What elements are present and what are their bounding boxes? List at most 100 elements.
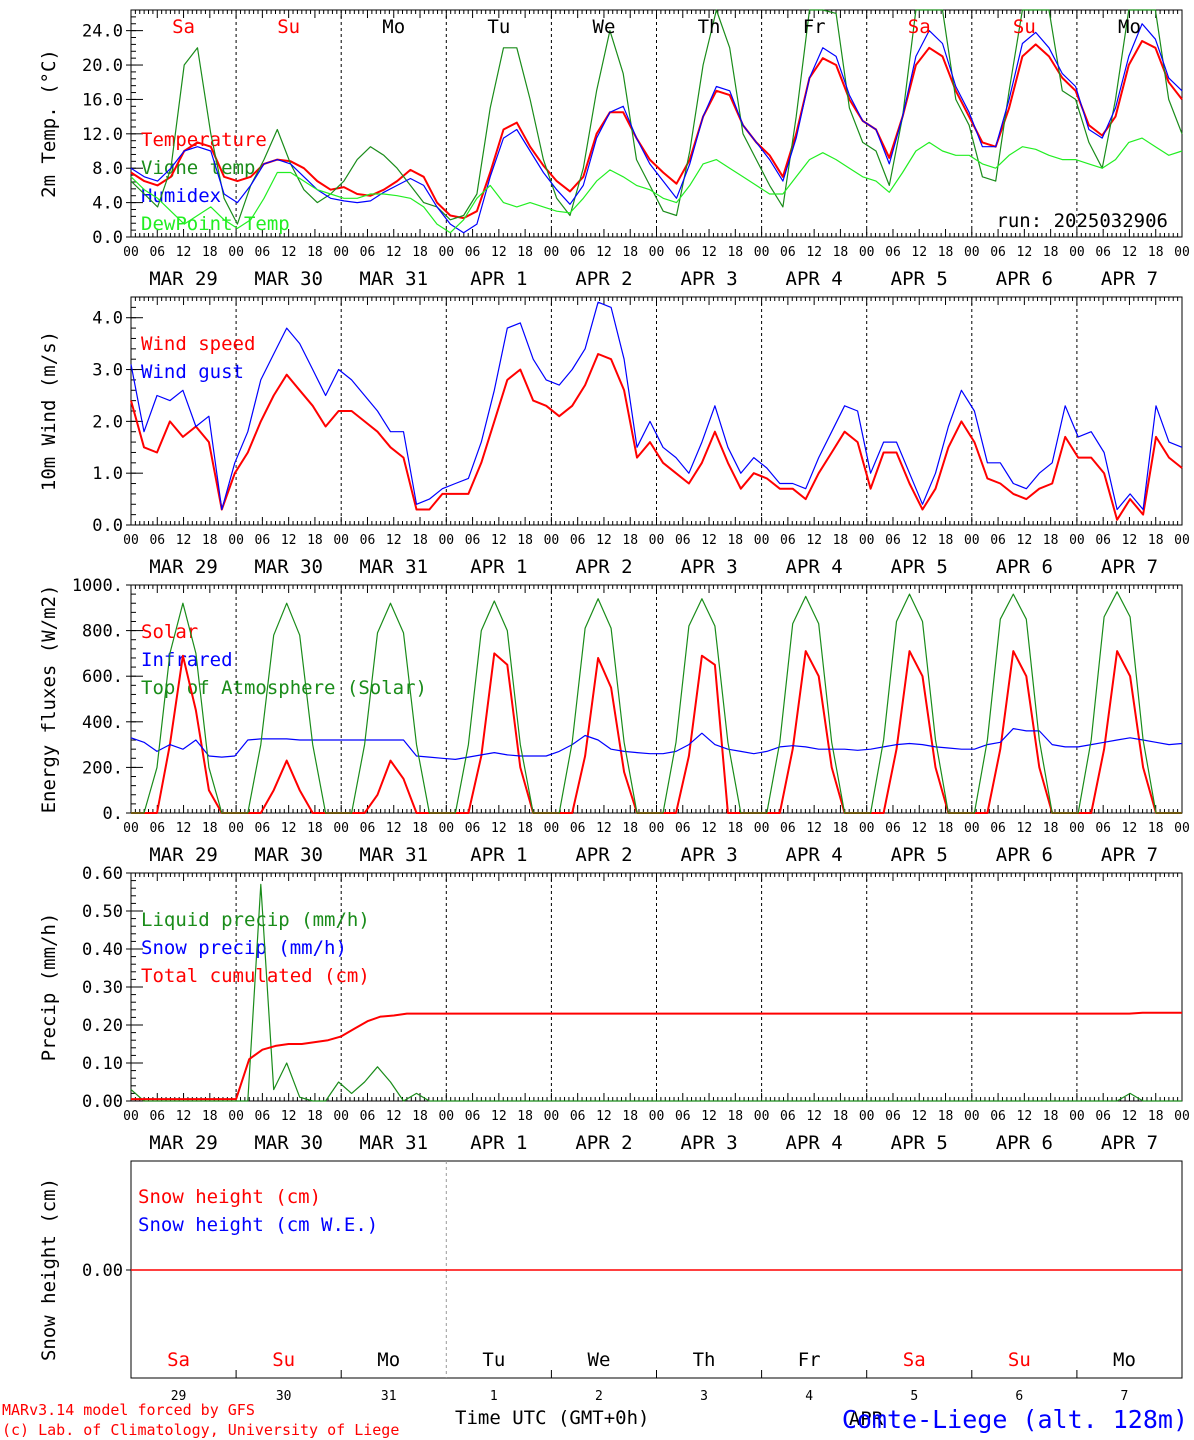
x-date-label: APR 4 — [786, 1132, 843, 1154]
y-tick-label: 0.00 — [82, 1092, 123, 1112]
day-number-label: 31 — [381, 1389, 397, 1404]
x-hour-label: 00 — [1069, 245, 1085, 260]
x-hour-label: 12 — [491, 245, 507, 260]
x-date-label: APR 2 — [575, 844, 632, 866]
x-axis-title: Time UTC (GMT+0h) — [455, 1407, 649, 1429]
x-hour-label: 00 — [123, 245, 139, 260]
x-hour-label: 00 — [859, 533, 875, 548]
y-axis-label: Energy fluxes (W/m2) — [38, 585, 60, 814]
x-hour-label: 12 — [176, 1109, 192, 1124]
x-hour-label: 12 — [1122, 245, 1138, 260]
x-hour-label: 18 — [938, 821, 954, 836]
legend-entry: Infrared — [141, 649, 233, 671]
x-date-label: APR 3 — [680, 268, 737, 290]
x-hour-label: 18 — [622, 245, 638, 260]
x-hour-label: 00 — [859, 1109, 875, 1124]
x-hour-label: 18 — [307, 821, 323, 836]
day-number-label: 30 — [276, 1389, 292, 1404]
y-tick-label: 0. — [103, 804, 123, 824]
legend-entry: Snow height (cm) — [138, 1186, 321, 1208]
weekday-label-top: Th — [698, 16, 721, 38]
x-date-label: APR 6 — [996, 556, 1053, 578]
x-hour-label: 18 — [517, 245, 533, 260]
x-hour-label: 12 — [386, 1109, 402, 1124]
x-hour-label: 00 — [544, 245, 560, 260]
y-tick-label: 3.0 — [92, 361, 123, 381]
x-date-label: MAR 30 — [254, 556, 323, 578]
x-hour-label: 00 — [859, 245, 875, 260]
x-hour-label: 12 — [911, 1109, 927, 1124]
x-hour-label: 18 — [727, 533, 743, 548]
x-date-label: MAR 31 — [359, 556, 428, 578]
x-date-label: APR 7 — [1101, 556, 1158, 578]
y-tick-label: 0.0 — [92, 228, 123, 248]
month-label: APR — [849, 1408, 884, 1430]
x-hour-label: 06 — [780, 1109, 796, 1124]
series-line-3 — [130, 23, 1183, 234]
weekday-label-bottom: Mo — [377, 1349, 400, 1371]
x-hour-label: 06 — [780, 533, 796, 548]
lab-credit: (c) Lab. of Climatology, University of L… — [2, 1421, 399, 1439]
x-hour-label: 12 — [281, 245, 297, 260]
x-hour-label: 18 — [833, 821, 849, 836]
legend-entry: Snow height (cm W.E.) — [138, 1214, 378, 1236]
x-hour-label: 00 — [228, 533, 244, 548]
y-tick-label: 24.0 — [82, 22, 123, 42]
legend-entry: Wind gust — [141, 361, 244, 383]
x-hour-label: 12 — [911, 245, 927, 260]
x-hour-label: 06 — [360, 821, 376, 836]
x-hour-label: 12 — [596, 1109, 612, 1124]
x-hour-label: 18 — [727, 245, 743, 260]
x-hour-label: 00 — [438, 245, 454, 260]
x-hour-label: 12 — [1017, 533, 1033, 548]
x-hour-label: 12 — [176, 245, 192, 260]
x-hour-label: 18 — [412, 1109, 428, 1124]
x-hour-label: 00 — [1069, 821, 1085, 836]
x-hour-label: 06 — [885, 245, 901, 260]
y-tick-label: 0.50 — [82, 902, 123, 922]
x-hour-label: 06 — [255, 1109, 271, 1124]
x-hour-label: 06 — [570, 533, 586, 548]
x-hour-label: 18 — [1043, 245, 1059, 260]
x-hour-label: 06 — [255, 821, 271, 836]
series-line-1 — [130, 353, 1183, 521]
x-hour-label: 00 — [544, 533, 560, 548]
x-hour-label: 00 — [438, 533, 454, 548]
x-hour-label: 12 — [911, 821, 927, 836]
legend-entry: Top of Atmosphere (Solar) — [141, 677, 427, 699]
x-hour-label: 00 — [1174, 1109, 1190, 1124]
model-credit: MARv3.14 model forced by GFS — [2, 1401, 255, 1419]
x-hour-label: 00 — [754, 821, 770, 836]
x-hour-label: 06 — [570, 245, 586, 260]
x-hour-label: 00 — [1174, 821, 1190, 836]
legend-entry: Liquid precip (mm/h) — [141, 909, 370, 931]
weekday-label-top: Su — [277, 16, 300, 38]
x-hour-label: 00 — [123, 1109, 139, 1124]
x-date-label: APR 7 — [1101, 844, 1158, 866]
x-hour-label: 06 — [149, 245, 165, 260]
legend-entry: Wind speed — [141, 333, 255, 355]
y-tick-label: 600. — [82, 667, 123, 687]
x-hour-label: 12 — [701, 821, 717, 836]
day-number-label: 4 — [805, 1389, 813, 1404]
x-hour-label: 06 — [255, 533, 271, 548]
weekday-label-bottom: Su — [1008, 1349, 1031, 1371]
weekday-label-bottom: Sa — [903, 1349, 926, 1371]
x-hour-label: 06 — [360, 245, 376, 260]
x-hour-label: 18 — [307, 1109, 323, 1124]
weekday-label-bottom: We — [588, 1349, 611, 1371]
x-date-label: APR 4 — [786, 556, 843, 578]
x-date-label: APR 2 — [575, 268, 632, 290]
y-tick-label: 0.10 — [82, 1054, 123, 1074]
x-hour-label: 12 — [491, 821, 507, 836]
y-tick-label: 1000. — [72, 576, 123, 596]
x-date-label: APR 3 — [680, 844, 737, 866]
x-hour-label: 00 — [964, 533, 980, 548]
x-hour-label: 12 — [596, 821, 612, 836]
day-number-label: 2 — [595, 1389, 603, 1404]
x-hour-label: 06 — [990, 245, 1006, 260]
x-hour-label: 00 — [228, 821, 244, 836]
x-hour-label: 18 — [412, 821, 428, 836]
x-date-label: APR 1 — [470, 556, 527, 578]
x-hour-label: 06 — [465, 821, 481, 836]
